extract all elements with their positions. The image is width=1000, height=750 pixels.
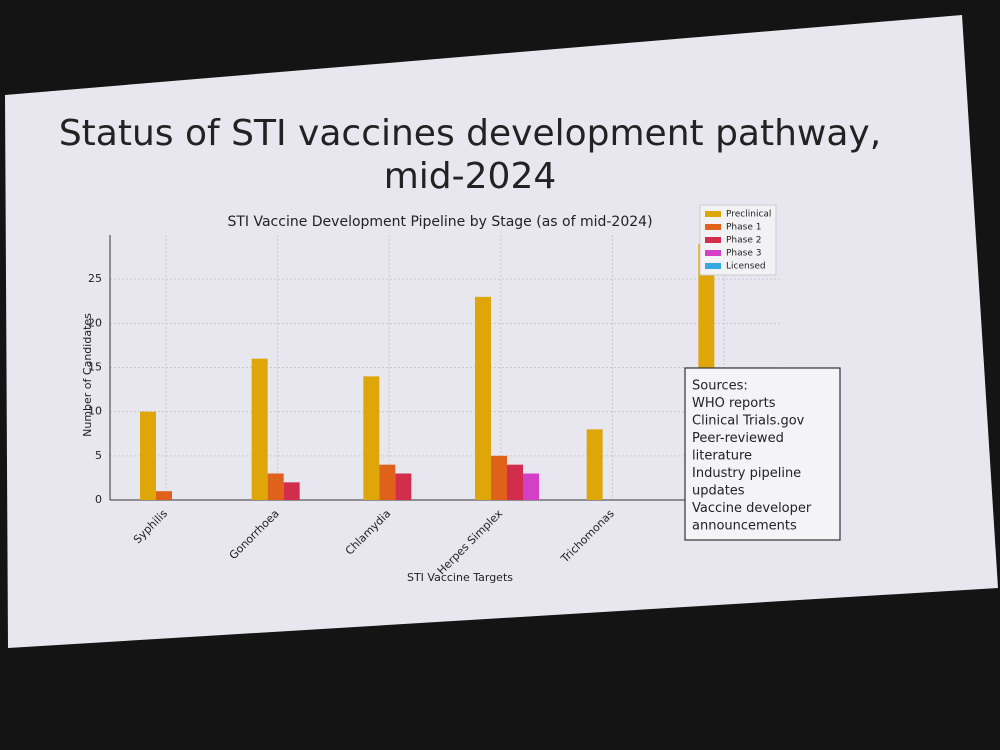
slide-title: Status of STI vaccines development pathw… [59, 113, 881, 154]
bar [586, 429, 603, 500]
y-tick-label: 5 [95, 449, 102, 462]
bar [363, 376, 380, 500]
bar [267, 473, 284, 500]
bar [475, 296, 491, 500]
slide-title: mid-2024 [384, 156, 557, 197]
sources-line: Peer-reviewed [692, 431, 784, 446]
bar [379, 464, 396, 500]
sources-line: Vaccine developer [692, 501, 812, 516]
bar [507, 464, 523, 500]
legend-swatch [705, 250, 721, 256]
chart-title: STI Vaccine Development Pipeline by Stag… [227, 214, 652, 230]
x-axis-label: STI Vaccine Targets [407, 571, 513, 584]
y-tick-label: 15 [88, 361, 102, 374]
sources-line: WHO reports [692, 396, 776, 411]
legend-label: Phase 2 [726, 236, 761, 246]
y-axis-label: Number of Candidates [81, 313, 94, 437]
bar [491, 455, 507, 500]
legend-label: Phase 1 [726, 223, 761, 233]
legend-swatch [705, 237, 721, 243]
bar [140, 411, 156, 500]
legend-swatch [705, 263, 721, 269]
sources-line: literature [692, 449, 752, 464]
sources-line: announcements [692, 519, 797, 534]
legend-label: Phase 3 [726, 249, 761, 259]
sources-line: Clinical Trials.gov [692, 414, 805, 429]
bar [251, 358, 268, 500]
sources-line: Industry pipeline [692, 466, 801, 481]
y-tick-label: 20 [88, 316, 102, 329]
sources-line: updates [692, 484, 745, 499]
bar [523, 473, 539, 500]
legend-label: Licensed [726, 262, 766, 272]
legend-label: Preclinical [726, 210, 771, 220]
slide [5, 15, 998, 648]
legend-swatch [705, 211, 721, 217]
legend-swatch [705, 224, 721, 230]
y-tick-label: 10 [88, 405, 102, 418]
sources-line: Sources: [692, 379, 748, 394]
bar [395, 473, 412, 500]
bar [283, 482, 300, 500]
y-tick-label: 0 [95, 493, 102, 506]
y-tick-label: 25 [88, 272, 102, 285]
sources-box [684, 367, 841, 541]
bar [156, 491, 172, 500]
